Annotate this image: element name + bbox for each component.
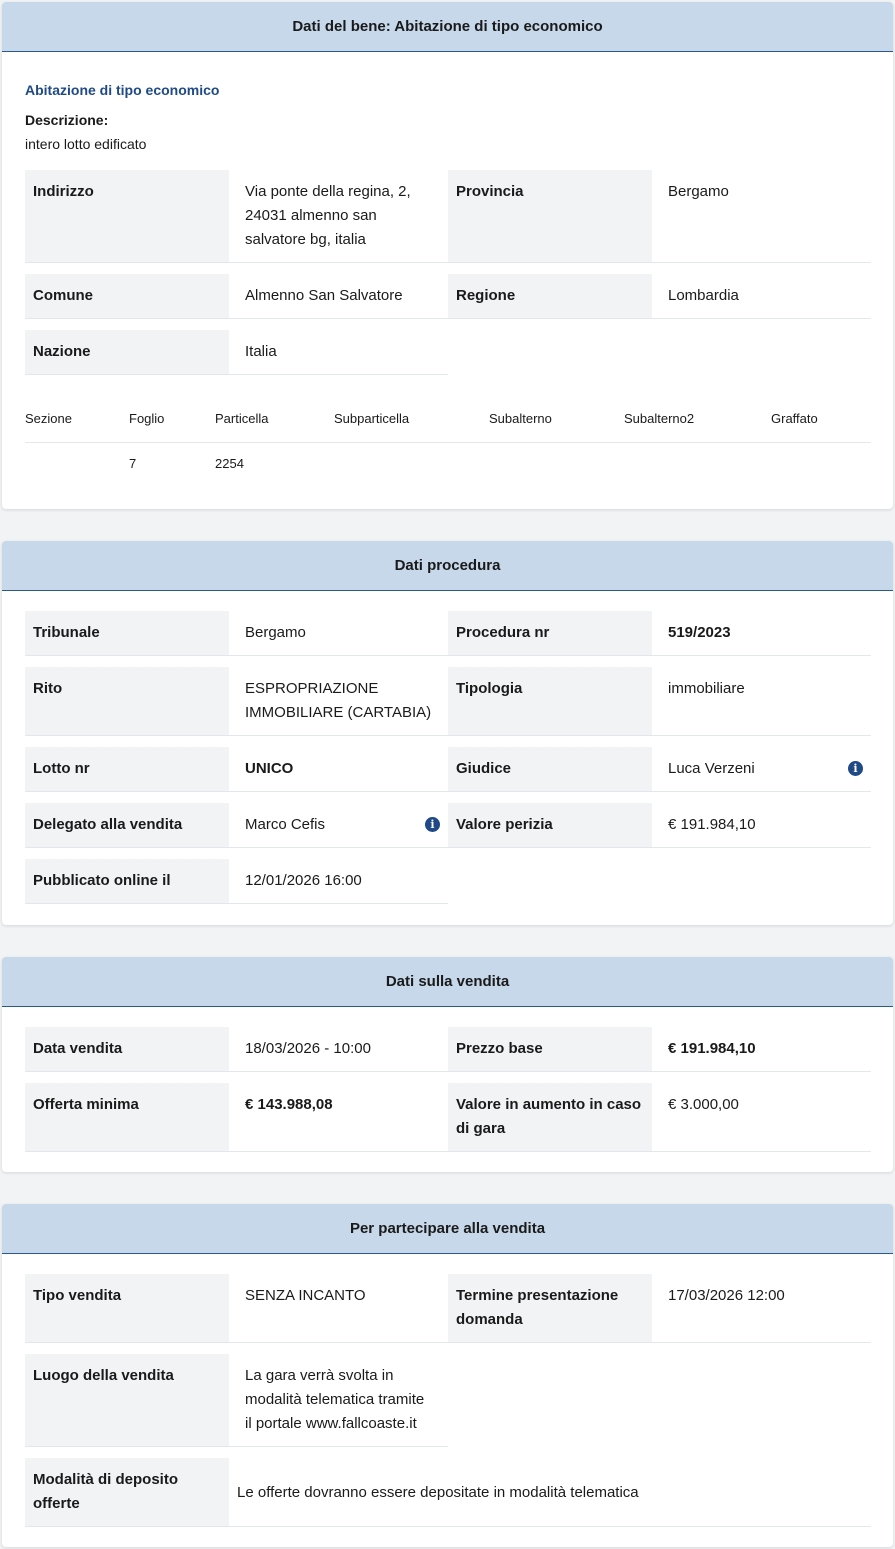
card-header: Dati del bene: Abitazione di tipo econom… [2, 2, 893, 52]
field-label: Comune [25, 274, 229, 318]
field-label: Pubblicato online il [25, 859, 229, 903]
divider [25, 442, 871, 443]
field-label: Tipologia [448, 667, 652, 735]
card-header: Per partecipare alla vendita [2, 1204, 893, 1254]
description-value: intero lotto edificato [25, 136, 147, 152]
row-rito: Rito ESPROPRIAZIONE IMMOBILIARE (CARTABI… [25, 667, 871, 736]
card-dati-bene: Dati del bene: Abitazione di tipo econom… [2, 2, 893, 509]
pubblicato-value: 12/01/2026 16:00 [245, 872, 362, 889]
table-header: Foglio [129, 411, 165, 426]
tipologia-value: immobiliare [668, 680, 745, 697]
luogo-value: La gara verrà svolta in modalità telemat… [245, 1367, 425, 1432]
field-label: Prezzo base [448, 1027, 652, 1071]
tribunale-value: Bergamo [245, 624, 306, 641]
row-deposito: Modalità di deposito offerte Le offerte … [25, 1458, 871, 1527]
field-label: Rito [25, 667, 229, 735]
table-header: Sezione [25, 411, 72, 426]
field-label: Termine presentazione domanda [448, 1274, 652, 1342]
description-label: Descrizione: [25, 112, 109, 128]
procedura-value: 519/2023 [668, 624, 731, 641]
row-tipo-vendita: Tipo vendita SENZA INCANTO Termine prese… [25, 1274, 871, 1343]
delegato-name: Marco Cefis [245, 816, 326, 833]
card-header: Dati sulla vendita [2, 957, 893, 1007]
provincia-value: Bergamo [668, 183, 729, 200]
field-label: Indirizzo [25, 170, 229, 262]
field-label: Lotto nr [25, 747, 229, 791]
bene-title: Abitazione di tipo economico [25, 82, 220, 98]
field-label: Provincia [448, 170, 652, 262]
field-label: Regione [448, 274, 652, 318]
field-label: Valore in aumento in caso di gara [448, 1083, 652, 1151]
nazione-value: Italia [245, 343, 277, 360]
lotto-value: UNICO [245, 760, 294, 777]
field-label: Modalità di deposito offerte [25, 1458, 229, 1526]
rito-value: ESPROPRIAZIONE IMMOBILIARE (CARTABIA) [245, 680, 432, 721]
termine-value: 17/03/2026 12:00 [668, 1287, 785, 1304]
card-partecipare: Per partecipare alla vendita Tipo vendit… [2, 1204, 893, 1547]
row-indirizzo: Indirizzo Via ponte della regina, 2, 240… [25, 170, 871, 263]
field-label: Offerta minima [25, 1083, 229, 1151]
row-delegato: Delegato alla vendita Marco Cefis i Valo… [25, 803, 871, 848]
aumento-value: € 3.000,00 [668, 1096, 739, 1113]
row-pubblicato: Pubblicato online il 12/01/2026 16:00 [25, 859, 871, 904]
table-header: Subparticella [334, 411, 410, 426]
card-dati-vendita: Dati sulla vendita Data vendita 18/03/20… [2, 957, 893, 1172]
giudice-name: Luca Verzeni [668, 760, 755, 777]
table-header: Graffato [771, 411, 818, 426]
field-label: Delegato alla vendita [25, 803, 229, 847]
regione-value: Lombardia [668, 287, 739, 304]
offerta-minima-value: € 143.988,08 [245, 1096, 333, 1113]
table-header: Subalterno2 [624, 411, 695, 426]
field-label: Giudice [448, 747, 652, 791]
perizia-value: € 191.984,10 [668, 816, 756, 833]
tipo-vendita-value: SENZA INCANTO [245, 1287, 366, 1304]
prezzo-base-value: € 191.984,10 [668, 1040, 756, 1057]
row-luogo: Luogo della vendita La gara verrà svolta… [25, 1354, 871, 1447]
table-cell: 2254 [215, 456, 244, 471]
field-label: Luogo della vendita [25, 1354, 229, 1446]
field-label: Nazione [25, 330, 229, 374]
delegato-value: Marco Cefis i [229, 803, 448, 847]
field-label: Valore perizia [448, 803, 652, 847]
field-label: Procedura nr [448, 611, 652, 655]
card-dati-procedura: Dati procedura Tribunale Bergamo Procedu… [2, 541, 893, 925]
table-header: Particella [215, 411, 269, 426]
row-comune: Comune Almenno San Salvatore Regione Lom… [25, 274, 871, 319]
field-label: Tipo vendita [25, 1274, 229, 1342]
deposito-value: Le offerte dovranno essere depositate in… [237, 1483, 639, 1501]
indirizzo-value: Via ponte della regina, 2, 24031 almenno… [245, 183, 411, 248]
row-lotto: Lotto nr UNICO Giudice Luca Verzeni i [25, 747, 871, 792]
info-icon[interactable]: i [425, 817, 440, 832]
row-offerta: Offerta minima € 143.988,08 Valore in au… [25, 1083, 871, 1152]
table-header: Subalterno [489, 411, 552, 426]
giudice-value: Luca Verzeni i [652, 747, 871, 791]
row-tribunale: Tribunale Bergamo Procedura nr 519/2023 [25, 611, 871, 656]
card-header: Dati procedura [2, 541, 893, 591]
row-nazione: Nazione Italia [25, 330, 871, 375]
table-cell: 7 [129, 456, 137, 471]
row-data-vendita: Data vendita 18/03/2026 - 10:00 Prezzo b… [25, 1027, 871, 1072]
data-vendita-value: 18/03/2026 - 10:00 [245, 1040, 371, 1057]
field-label: Tribunale [25, 611, 229, 655]
comune-value: Almenno San Salvatore [245, 287, 403, 304]
field-label: Data vendita [25, 1027, 229, 1071]
info-icon[interactable]: i [848, 761, 863, 776]
